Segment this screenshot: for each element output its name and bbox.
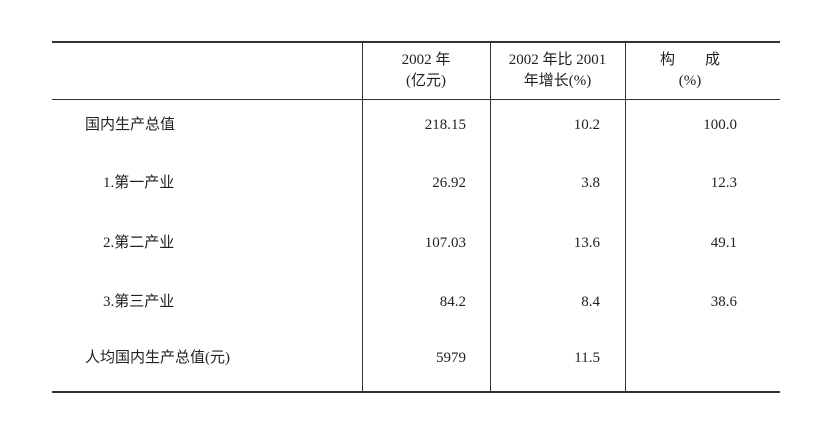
row-label: 1.第一产业 [103, 175, 175, 191]
cell-value: 38.6 [710, 294, 737, 310]
row-label: 人均国内生产总值(元) [85, 350, 230, 366]
cell-value: 49.1 [710, 235, 737, 251]
header-cell: (亿元) [406, 73, 446, 89]
bottom-rule [52, 391, 780, 393]
header-cell: 2002 年比 2001 [508, 52, 607, 68]
cell-value: 11.5 [574, 350, 600, 366]
cell-value: 3.8 [581, 175, 600, 191]
column-rule [625, 42, 626, 393]
cell-value: 84.2 [439, 294, 466, 310]
cell-value: 8.4 [581, 294, 600, 310]
cell-value: 12.3 [710, 175, 737, 191]
header-cell: 2002 年 [401, 52, 451, 68]
row-label: 国内生产总值 [85, 117, 176, 133]
header-cell: 年增长(%) [523, 73, 592, 89]
top-rule [52, 41, 780, 43]
cell-value: 218.15 [424, 117, 466, 133]
cell-value: 5979 [436, 350, 466, 366]
column-rule [490, 42, 491, 393]
row-label: 3.第三产业 [103, 294, 175, 310]
header-rule [52, 99, 780, 100]
cell-value: 107.03 [424, 235, 466, 251]
column-rule [362, 42, 363, 393]
row-label: 2.第二产业 [103, 235, 175, 251]
cell-value: 13.6 [573, 235, 600, 251]
cell-value: 100.0 [703, 117, 737, 133]
header-cell: 构 成 [659, 52, 720, 68]
cell-value: 26.92 [432, 175, 466, 191]
header-cell: (%) [678, 73, 702, 89]
cell-value: 10.2 [573, 117, 600, 133]
